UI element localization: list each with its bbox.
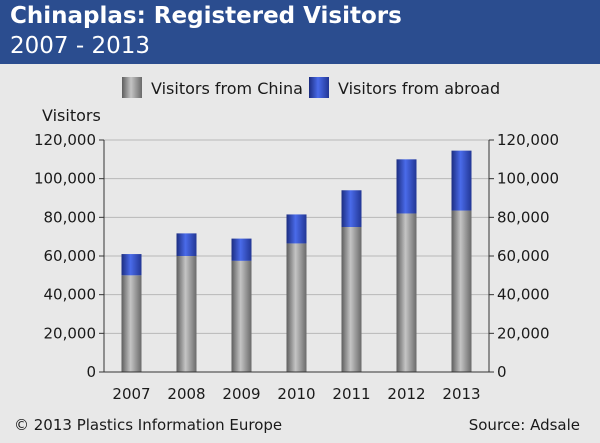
legend-swatch-abroad — [309, 77, 329, 98]
bar-abroad-2011 — [341, 190, 362, 227]
x-tick-label: 2008 — [167, 385, 205, 403]
x-tick-label: 2010 — [277, 385, 315, 403]
bar-abroad-2008 — [176, 233, 197, 256]
y-tick-label-right: 40,000 — [497, 286, 550, 304]
y-tick-label-left: 40,000 — [44, 286, 97, 304]
legend-swatch-china — [122, 77, 142, 98]
y-tick-label-left: 60,000 — [44, 247, 97, 265]
bar-china-2011 — [341, 227, 362, 372]
copyright-note: © 2013 Plastics Information Europe — [14, 416, 283, 434]
y-tick-label-left: 100,000 — [34, 170, 96, 188]
y-tick-label-left: 20,000 — [44, 324, 97, 342]
y-tick-label-right: 100,000 — [497, 170, 559, 188]
bar-china-2012 — [396, 213, 417, 372]
bar-chart: Visitors from China Visitors from abroad … — [34, 77, 559, 403]
bar-abroad-2012 — [396, 159, 417, 214]
bar-china-2008 — [176, 256, 197, 372]
y-axis-label: Visitors — [42, 106, 101, 125]
y-tick-label-left: 120,000 — [34, 131, 96, 149]
bar-abroad-2009 — [231, 238, 252, 261]
y-tick-label-right: 120,000 — [497, 131, 559, 149]
x-tick-label: 2013 — [442, 385, 480, 403]
y-tick-label-left: 80,000 — [44, 208, 97, 226]
chart-legend: Visitors from China Visitors from abroad — [122, 77, 500, 98]
y-tick-label-right: 0 — [497, 363, 507, 381]
bar-abroad-2010 — [286, 214, 307, 244]
x-tick-label: 2012 — [387, 385, 425, 403]
legend-label-china: Visitors from China — [151, 79, 303, 98]
header-banner: Chinaplas: Registered Visitors 2007 - 20… — [0, 0, 600, 64]
bar-china-2009 — [231, 260, 252, 372]
legend-label-abroad: Visitors from abroad — [338, 79, 500, 98]
bar-abroad-2013 — [451, 150, 472, 211]
tick-labels: 0 0 20,000 20,000 40,000 40,000 60,000 60,000 80… — [34, 131, 559, 403]
y-tick-label-right: 80,000 — [497, 208, 550, 226]
bar-china-2010 — [286, 243, 307, 372]
y-tick-label-right: 20,000 — [497, 324, 550, 342]
chart-title: Chinaplas: Registered Visitors — [10, 3, 402, 29]
bar-china-2007 — [121, 275, 142, 372]
source-note: Source: Adsale — [468, 416, 580, 434]
y-tick-label-left: 0 — [86, 363, 96, 381]
chart-subtitle: 2007 - 2013 — [10, 33, 150, 59]
x-tick-label: 2007 — [112, 385, 150, 403]
y-tick-label-right: 60,000 — [497, 247, 550, 265]
bar-china-2013 — [451, 210, 472, 372]
bar-abroad-2007 — [121, 254, 142, 276]
bars — [121, 150, 472, 372]
x-tick-label: 2009 — [222, 385, 260, 403]
x-tick-label: 2011 — [332, 385, 370, 403]
